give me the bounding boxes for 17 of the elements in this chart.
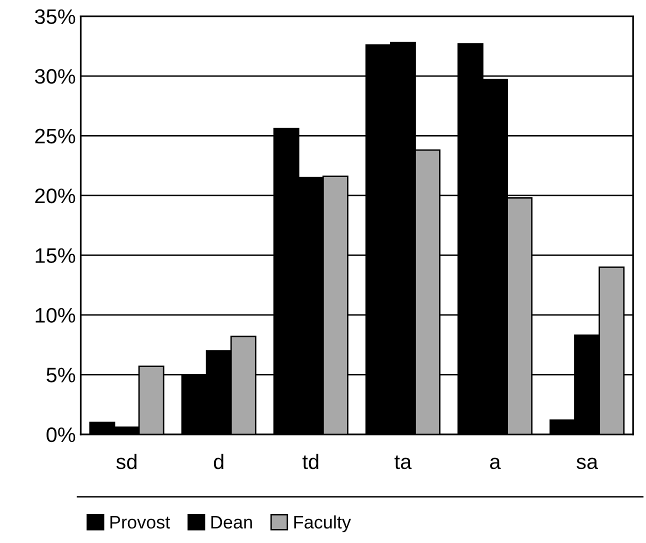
y-tick-label: 15% <box>36 248 76 263</box>
legend-label: Faculty <box>294 515 351 532</box>
x-tick-label: td <box>302 454 318 470</box>
y-tick-label: 5% <box>46 368 76 382</box>
legend-label: Provost <box>110 516 170 529</box>
y-tick-label: 30% <box>34 69 76 84</box>
x-tick-label: sa <box>576 458 598 470</box>
x-tick-label: sd <box>116 454 136 470</box>
x-tick-label: d <box>214 454 224 470</box>
y-tick-label: 0% <box>46 427 76 442</box>
y-tick-label: 20% <box>35 188 76 204</box>
x-tick-label: ta <box>394 455 412 470</box>
y-tick-label: 35% <box>34 9 76 24</box>
y-tick-label: 10% <box>36 308 76 323</box>
legend-label: Dean <box>211 516 252 529</box>
y-tick-label: 25% <box>35 128 76 144</box>
x-tick-label: a <box>490 458 501 470</box>
